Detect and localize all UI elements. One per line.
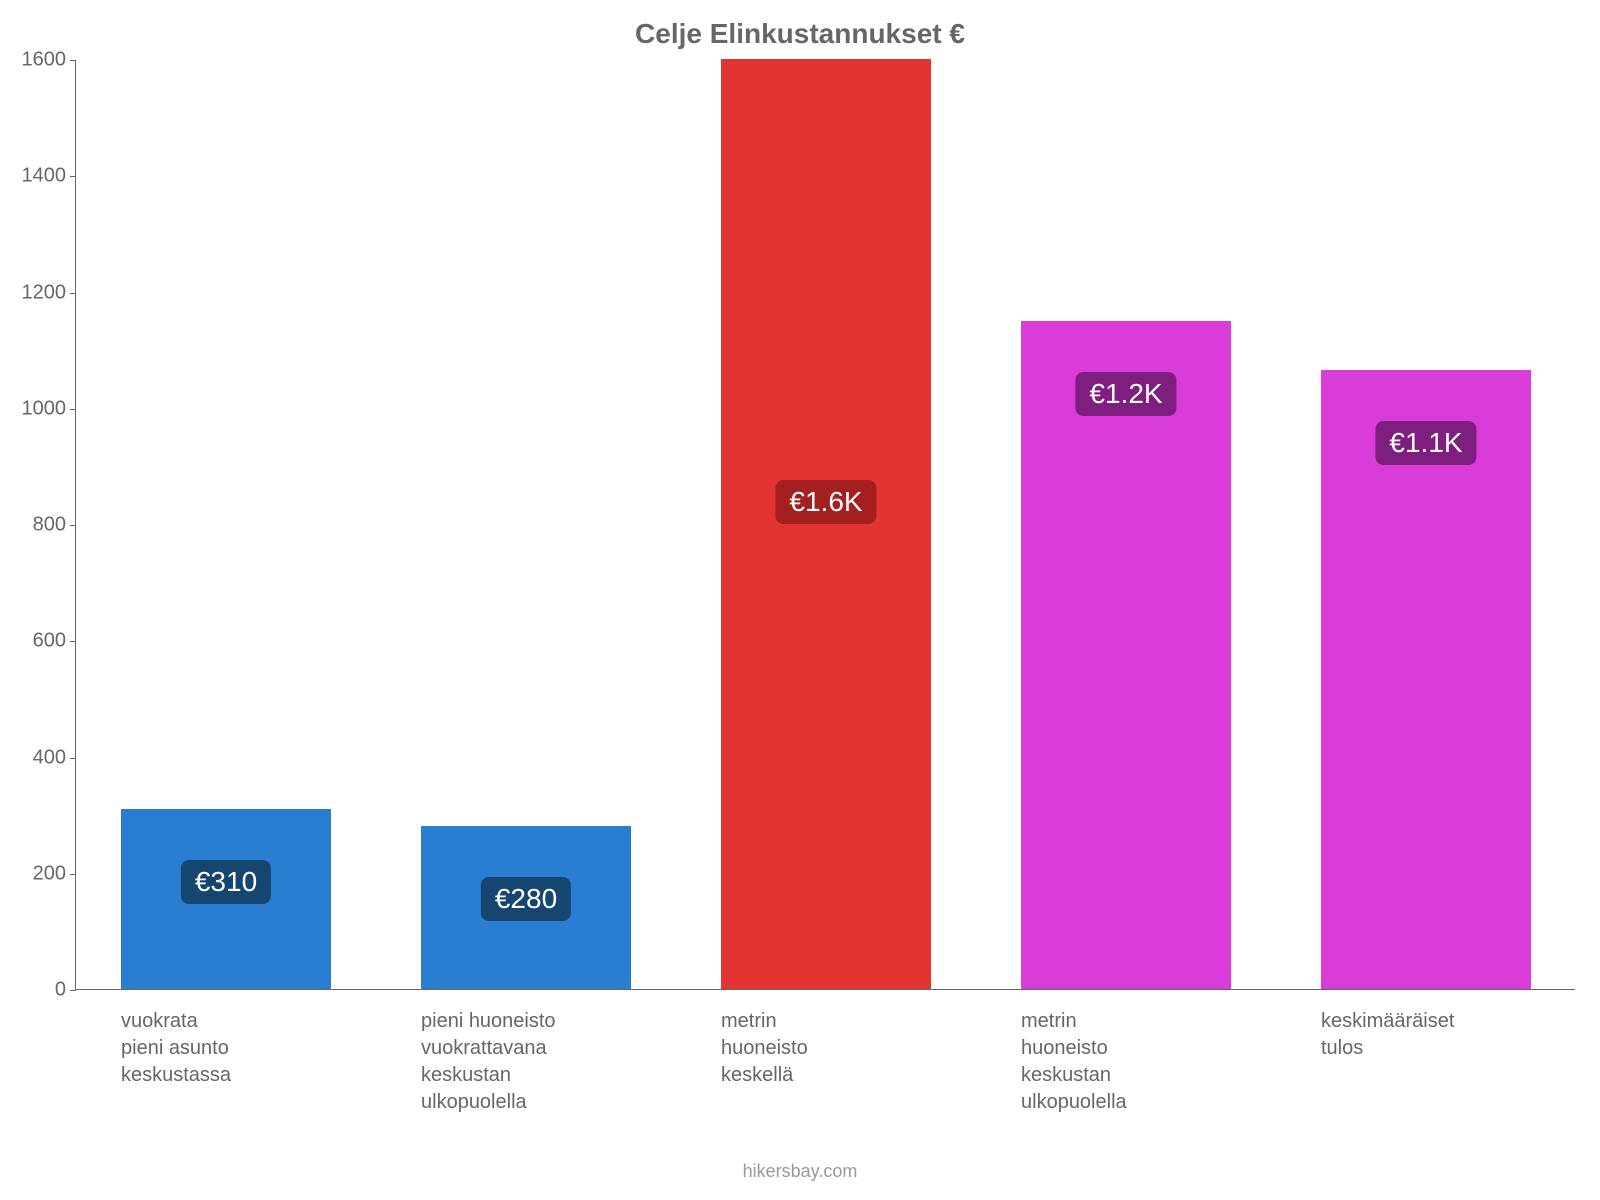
bar-value-badge: €1.1K (1375, 421, 1476, 465)
y-axis-tick-label: 1400 (22, 165, 77, 188)
x-axis-category-label: pieni huoneistovuokrattavanakeskustanulk… (421, 1008, 671, 1116)
bar: €1.2K (1021, 321, 1231, 989)
plot-area: 02004006008001000120014001600€310vuokrat… (75, 60, 1575, 990)
attribution-text: hikersbay.com (0, 1161, 1600, 1182)
y-axis-tick-mark (70, 874, 76, 875)
y-axis-tick-mark (70, 60, 76, 61)
y-axis-tick-label: 1600 (22, 49, 77, 72)
bar: €1.1K (1321, 370, 1531, 989)
y-axis-tick-mark (70, 409, 76, 410)
x-axis-category-label: keskimääräisettulos (1321, 1008, 1571, 1062)
x-axis-category-label: metrinhuoneistokeskustanulkopuolella (1021, 1008, 1271, 1116)
bar: €280 (421, 826, 631, 989)
y-axis-tick-mark (70, 990, 76, 991)
y-axis-tick-mark (70, 641, 76, 642)
bar: €1.6K (721, 59, 931, 989)
x-axis-category-label: metrinhuoneistokeskellä (721, 1008, 971, 1089)
y-axis-tick-label: 1200 (22, 281, 77, 304)
x-axis-category-label: vuokratapieni asuntokeskustassa (121, 1008, 371, 1089)
chart-title: Celje Elinkustannukset € (0, 18, 1600, 50)
bar-value-badge: €1.2K (1075, 372, 1176, 416)
bar: €310 (121, 809, 331, 989)
y-axis-tick-label: 1000 (22, 397, 77, 420)
bar-value-badge: €280 (481, 877, 571, 921)
bar-value-badge: €1.6K (775, 480, 876, 524)
y-axis-tick-mark (70, 758, 76, 759)
cost-of-living-chart: Celje Elinkustannukset € 020040060080010… (0, 0, 1600, 1200)
y-axis-tick-mark (70, 293, 76, 294)
y-axis-tick-mark (70, 176, 76, 177)
bar-value-badge: €310 (181, 860, 271, 904)
y-axis-tick-mark (70, 525, 76, 526)
